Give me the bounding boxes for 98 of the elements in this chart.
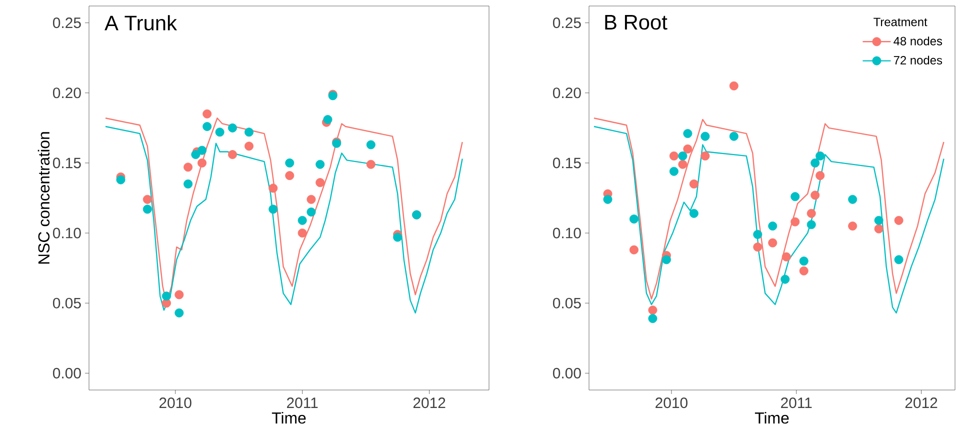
legend-title: Treatment	[874, 18, 928, 26]
point	[366, 140, 376, 150]
y-tick-label: 0.05	[52, 298, 81, 308]
point	[768, 222, 778, 231]
point	[174, 308, 184, 318]
point	[603, 194, 612, 204]
point	[648, 314, 658, 324]
x-tick-label: 2011	[781, 398, 812, 408]
point	[790, 192, 800, 202]
point	[669, 151, 678, 160]
point	[810, 190, 820, 200]
point	[678, 151, 688, 160]
point	[662, 255, 671, 264]
x-tick-label: 2010	[159, 398, 192, 408]
point	[689, 179, 698, 188]
point	[810, 158, 820, 168]
point	[202, 109, 212, 118]
chart-title: B Root	[605, 15, 668, 30]
point	[729, 132, 738, 141]
point	[894, 255, 904, 264]
point	[816, 151, 825, 160]
point	[874, 224, 884, 234]
point	[366, 160, 376, 169]
point	[306, 208, 316, 217]
point	[729, 81, 738, 90]
point	[678, 160, 688, 169]
point	[184, 179, 193, 188]
point	[162, 292, 171, 301]
x-tick-label: 2010	[656, 398, 688, 408]
y-axis-title: NSC concentration	[38, 132, 50, 264]
point	[806, 208, 816, 218]
y-tick-label: 0.00	[552, 368, 581, 378]
point	[648, 306, 658, 315]
point	[244, 142, 254, 151]
point	[683, 129, 692, 138]
point	[816, 171, 825, 180]
y-tick-label: 0.00	[52, 368, 81, 378]
point	[393, 232, 402, 242]
point	[215, 128, 224, 137]
point	[848, 222, 858, 231]
x-tick-label: 2012	[413, 398, 446, 408]
point	[228, 123, 237, 132]
point	[142, 204, 152, 214]
point	[894, 216, 904, 225]
point	[191, 150, 200, 160]
point	[184, 162, 193, 172]
point	[142, 194, 152, 204]
point	[799, 256, 808, 266]
point	[700, 151, 710, 160]
x-axis-title: Time	[754, 412, 789, 424]
x-tick-label: 2012	[905, 398, 938, 408]
point	[174, 290, 184, 300]
point	[268, 204, 278, 214]
chart-title: A Trunk	[104, 15, 178, 30]
point	[198, 158, 207, 168]
point	[285, 158, 294, 168]
point	[689, 208, 698, 218]
y-tick-label: 0.25	[52, 18, 81, 28]
point	[298, 216, 307, 225]
point	[753, 230, 762, 239]
y-tick-label: 0.25	[552, 18, 581, 28]
point	[799, 266, 808, 276]
point	[700, 132, 710, 141]
x-tick-label: 2011	[287, 398, 318, 408]
legend-label: 72 nodes	[894, 56, 942, 64]
point	[629, 245, 638, 254]
y-tick-label: 0.20	[52, 88, 81, 98]
point	[268, 184, 278, 193]
point	[790, 217, 800, 226]
point	[782, 252, 791, 262]
y-tick-label: 0.15	[552, 158, 581, 168]
point	[316, 178, 325, 188]
point	[116, 175, 126, 184]
point	[202, 122, 212, 132]
point	[768, 238, 778, 248]
point	[683, 144, 692, 154]
point	[629, 214, 638, 224]
point	[244, 128, 254, 137]
point	[316, 160, 325, 169]
point	[298, 228, 307, 238]
point	[198, 146, 207, 155]
y-tick-label: 0.10	[552, 228, 581, 238]
point	[848, 194, 858, 204]
point	[753, 242, 762, 252]
y-tick-label: 0.15	[52, 158, 81, 168]
y-tick-label: 0.20	[552, 88, 581, 98]
point	[323, 115, 332, 124]
point	[285, 171, 294, 180]
point	[669, 166, 678, 176]
point	[806, 220, 816, 230]
y-tick-label: 0.10	[52, 228, 81, 238]
y-tick-label: 0.05	[552, 298, 581, 308]
point	[228, 150, 237, 160]
point	[306, 194, 316, 204]
point	[874, 216, 884, 225]
x-axis-title: Time	[272, 412, 306, 424]
legend-label: 48 nodes	[894, 36, 942, 46]
point	[780, 274, 790, 284]
